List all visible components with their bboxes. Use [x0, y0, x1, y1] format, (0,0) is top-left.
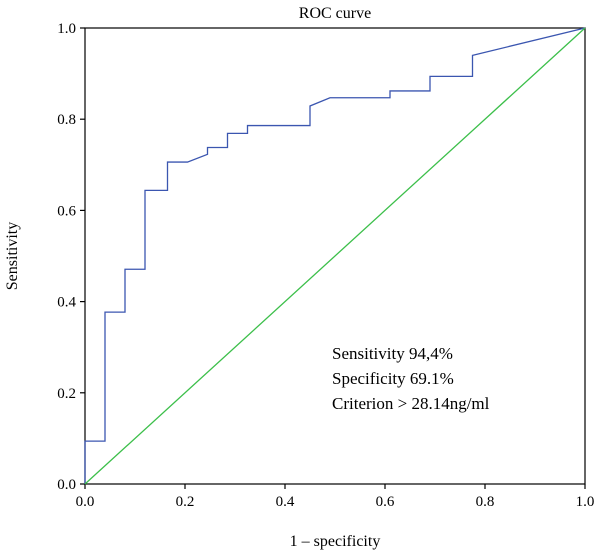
x-axis-title: 1 – specificity	[290, 533, 381, 550]
x-tick-label: 0.8	[476, 494, 495, 510]
x-axis-ticks: 0.0 0.2 0.4 0.6 0.8 1.0	[76, 484, 595, 510]
y-tick-label: 0.4	[57, 295, 76, 311]
annotation-sensitivity: Sensitivity 94,4%	[332, 344, 453, 363]
x-tick-label: 0.4	[276, 494, 295, 510]
x-tick-label: 0.0	[76, 494, 95, 510]
y-tick-label: 1.0	[57, 21, 76, 37]
series-layer	[84, 27, 586, 485]
annotation-block: Sensitivity 94,4% Specificity 69.1% Crit…	[332, 344, 490, 413]
x-tick-label: 0.2	[176, 494, 195, 510]
y-tick-label: 0.0	[57, 477, 76, 493]
plot-frame	[84, 27, 586, 485]
annotation-specificity: Specificity 69.1%	[332, 369, 454, 388]
x-tick-label: 1.0	[576, 494, 595, 510]
y-tick-label: 0.2	[57, 386, 76, 402]
y-axis-title: Sensitivity	[4, 222, 21, 290]
y-tick-label: 0.8	[57, 112, 76, 128]
chart-title: ROC curve	[299, 5, 371, 22]
reference-diagonal-line	[84, 27, 586, 485]
y-tick-label: 0.6	[57, 203, 76, 219]
roc-curve-line	[84, 27, 586, 484]
y-axis-ticks: 0.0 0.2 0.4 0.6 0.8 1.0	[57, 21, 85, 493]
x-tick-label: 0.6	[376, 494, 395, 510]
annotation-criterion: Criterion > 28.14ng/ml	[332, 394, 490, 413]
